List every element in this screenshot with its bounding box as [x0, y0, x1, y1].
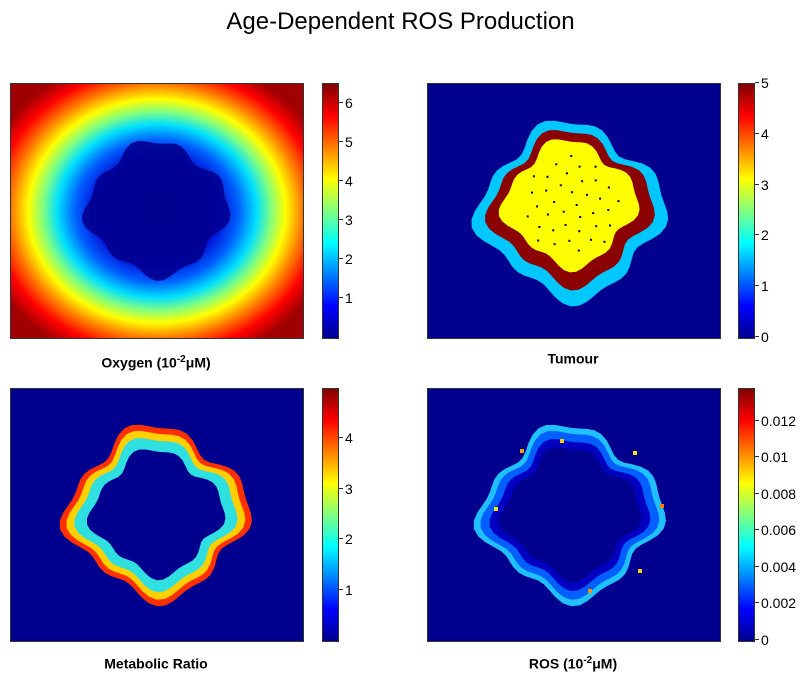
tumour-cell-dot	[617, 200, 620, 203]
colorbar-tick-label: 5	[755, 75, 769, 91]
tumour-cell-dot	[594, 165, 597, 168]
tumour-cell-dot	[607, 209, 610, 211]
tumour-cell-dot	[562, 210, 565, 213]
ros-hotspot	[560, 439, 564, 443]
tumour-cell-dot	[553, 243, 556, 246]
ros-hotspot	[633, 451, 637, 455]
oxygen-colorbar	[322, 83, 339, 339]
tumour-cell-dot	[609, 224, 611, 227]
ros-hotspot	[588, 589, 592, 593]
ros-colorbar	[738, 388, 755, 642]
tumour-cell-dot	[559, 184, 562, 187]
oxygen-heatmap	[10, 83, 304, 339]
tumour-label: Tumour	[547, 350, 599, 367]
tumour-cell-dot	[564, 224, 567, 226]
colorbar-tick-label: 0.008	[754, 485, 797, 502]
figure-title: Age-Dependent ROS Production	[226, 8, 575, 35]
tumour-cell-dot	[577, 249, 580, 252]
colorbar-tick-label: 1	[339, 289, 353, 306]
tumour-cell-dot	[595, 225, 598, 228]
tumour-cell-dot	[536, 205, 539, 208]
tumour-cell-dot	[553, 201, 556, 203]
colorbar-tick-label: 6	[339, 94, 353, 111]
tumour-cell-dot	[546, 175, 549, 178]
ros-hotspot	[494, 507, 498, 511]
tumour-cell-dot	[578, 230, 581, 233]
tumour-cell-dot	[532, 175, 535, 178]
colorbar-tick-label: 2	[339, 531, 353, 548]
ros-heatmap	[427, 388, 721, 642]
metabolic-colorbar	[322, 388, 339, 642]
ros-hotspot	[638, 569, 642, 573]
tumour-cell-dot	[599, 197, 602, 200]
colorbar-tick-label: 4	[755, 125, 769, 142]
tumour-cell-dot	[581, 180, 584, 183]
tumour-cell-dot	[579, 216, 582, 218]
tumour-cell-dot	[590, 238, 592, 241]
colorbar-tick-label: 0	[755, 329, 769, 345]
colorbar-tick-label: 0.004	[754, 558, 797, 575]
tumour-cell-dot	[586, 193, 588, 196]
metabolic-heatmap	[10, 388, 304, 642]
tumour-cell-dot	[592, 212, 595, 215]
ros-label: ROS (10-2μM)	[528, 655, 618, 672]
colorbar-tick-label: 0.012	[754, 412, 797, 429]
colorbar-tick-label: 1	[339, 581, 353, 598]
ros-hotspot	[660, 504, 664, 508]
oxygen-label: Oxygen (10-2μM)	[101, 354, 211, 371]
colorbar-tick-label: 3	[755, 176, 769, 193]
tumour-cell-dot	[531, 191, 533, 194]
oxygen-depleted-core	[82, 140, 231, 281]
tumour-cell-dot	[537, 239, 540, 242]
colorbar-tick-label: 0.006	[754, 522, 797, 539]
metabolic-label: Metabolic Ratio	[104, 655, 208, 672]
tumour-cell-dot	[552, 229, 555, 232]
tumour-cell-dot	[555, 163, 558, 166]
colorbar-tick-label: 0	[755, 632, 769, 648]
tumour-cell-dot	[545, 189, 548, 192]
tumour-cell-dot	[565, 172, 568, 175]
tumour-cell-dot	[607, 186, 610, 189]
tumour-cell-dot	[575, 204, 578, 206]
tumour-cell-dot	[594, 179, 597, 182]
colorbar-tick-label: 0.01	[754, 449, 789, 466]
tumour-cell-dot	[578, 165, 581, 168]
ros-core	[498, 447, 642, 583]
colorbar-tick-label: 4	[339, 172, 353, 189]
tumour-core	[498, 139, 640, 273]
tumour-cell-dot	[568, 239, 571, 242]
ros-hotspot	[520, 449, 524, 453]
colorbar-tick-label: 0.002	[754, 595, 797, 612]
colorbar-tick-label: 2	[339, 250, 353, 267]
tumour-cell-dot	[546, 213, 549, 216]
tumour-cell-dot	[603, 240, 606, 243]
colorbar-tick-label: 3	[339, 211, 353, 228]
tumour-cell-dot	[538, 226, 541, 228]
tumour-heatmap	[427, 83, 721, 339]
colorbar-tick-label: 5	[339, 133, 353, 150]
colorbar-tick-label: 3	[339, 480, 353, 497]
colorbar-tick-label: 2	[755, 227, 769, 244]
tumour-colorbar	[738, 83, 755, 339]
tumour-cell-dot	[571, 191, 574, 194]
tumour-cell-dot	[526, 215, 529, 218]
metabolic-core	[86, 449, 226, 581]
colorbar-tick-label: 4	[339, 430, 353, 447]
colorbar-tick-label: 1	[755, 278, 769, 295]
tumour-cell-dot	[570, 155, 573, 157]
